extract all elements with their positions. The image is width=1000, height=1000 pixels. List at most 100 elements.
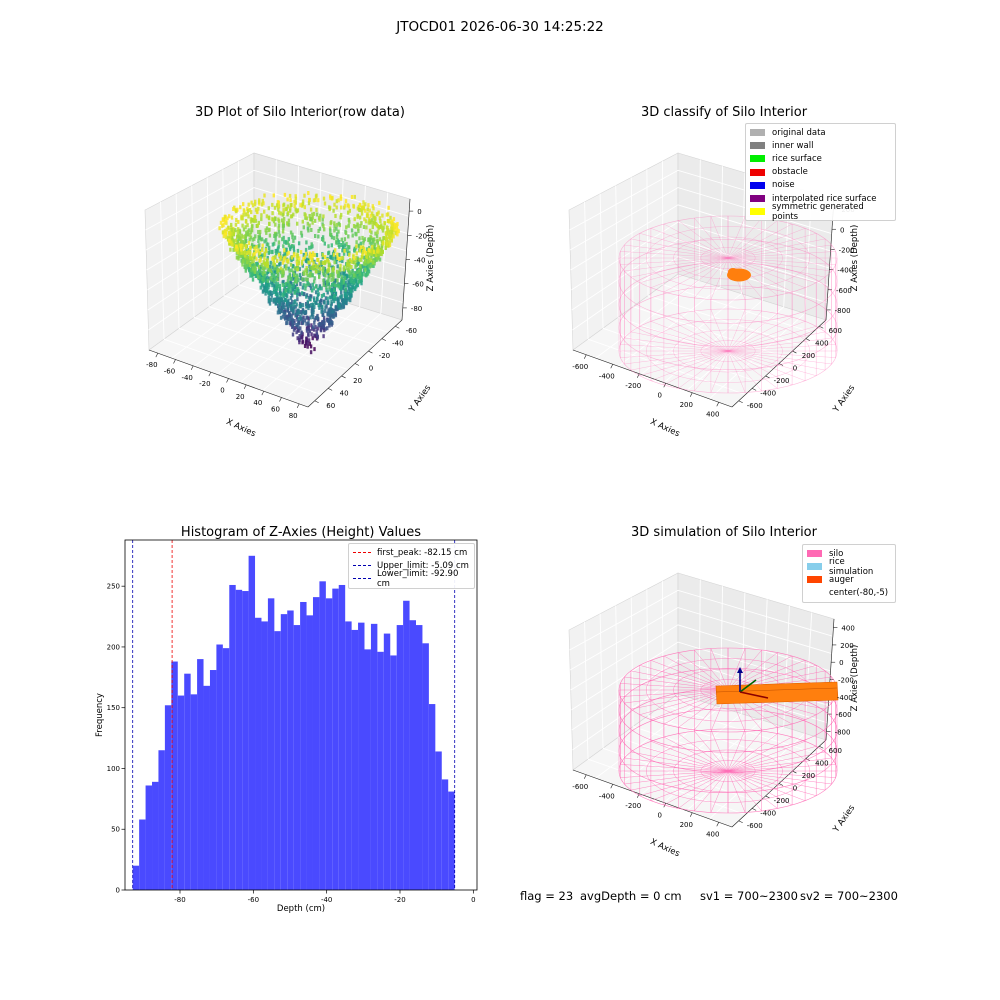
legend-entry: auger xyxy=(807,573,891,586)
data-point xyxy=(268,246,271,251)
data-point xyxy=(229,227,233,232)
data-point xyxy=(267,291,271,296)
legend-entry: original data xyxy=(750,126,891,139)
data-point xyxy=(322,266,325,271)
data-point xyxy=(343,243,347,248)
data-point xyxy=(333,202,336,207)
data-point xyxy=(334,291,337,296)
data-point xyxy=(296,297,299,302)
data-point xyxy=(356,283,359,288)
grid-line xyxy=(584,621,589,760)
data-point xyxy=(288,208,292,213)
data-point xyxy=(298,334,301,338)
data-point xyxy=(266,255,269,260)
status-sv2: sv2 = 700~2300 xyxy=(800,889,898,903)
silo-spoke xyxy=(727,257,826,278)
data-point xyxy=(316,297,319,302)
histogram-bar xyxy=(274,631,281,890)
data-point xyxy=(273,205,277,210)
data-point xyxy=(265,282,268,287)
data-point xyxy=(301,219,304,224)
data-point xyxy=(364,208,367,213)
data-point xyxy=(308,214,311,218)
y-tick-label: 20 xyxy=(353,377,362,385)
data-point xyxy=(244,225,247,230)
data-point xyxy=(253,202,257,207)
x-tick xyxy=(610,364,614,369)
data-point xyxy=(264,265,267,270)
data-point xyxy=(344,281,347,285)
data-point xyxy=(260,270,264,275)
data-point xyxy=(305,271,308,276)
data-point xyxy=(339,263,342,268)
data-point xyxy=(304,257,307,262)
data-point xyxy=(321,304,324,309)
x-tick-label: 200 xyxy=(680,821,693,829)
data-point xyxy=(265,214,269,219)
data-point xyxy=(329,295,332,300)
histogram-bar xyxy=(293,625,301,890)
data-point xyxy=(250,210,253,215)
data-point xyxy=(314,198,317,202)
y-tick-label: -20 xyxy=(379,352,390,360)
silo-ring xyxy=(618,262,838,347)
data-point xyxy=(327,308,330,313)
data-point xyxy=(322,334,325,339)
data-point xyxy=(337,240,341,244)
silo-spoke xyxy=(727,238,826,259)
data-point xyxy=(282,202,286,207)
legend-entry: center(-80,-5) xyxy=(807,587,891,600)
silo-spoke xyxy=(727,217,762,259)
data-point xyxy=(386,225,389,230)
data-point xyxy=(375,223,378,228)
data-point xyxy=(298,340,301,345)
data-point xyxy=(294,194,297,199)
data-point xyxy=(312,198,316,203)
data-point xyxy=(260,248,264,253)
data-point xyxy=(286,294,289,299)
data-point xyxy=(294,313,297,318)
data-point xyxy=(304,215,307,220)
data-point xyxy=(289,206,292,211)
x-tick xyxy=(716,402,720,407)
data-point xyxy=(362,240,365,245)
data-point xyxy=(304,286,307,291)
data-point xyxy=(265,238,268,243)
data-point xyxy=(358,248,361,253)
data-point xyxy=(265,226,269,231)
data-point xyxy=(326,326,329,331)
data-point xyxy=(288,317,292,321)
data-point xyxy=(342,301,345,306)
data-point xyxy=(229,234,232,239)
data-point xyxy=(316,288,320,292)
data-point xyxy=(295,282,299,286)
data-point xyxy=(312,325,315,330)
data-point xyxy=(267,285,270,290)
data-point xyxy=(234,222,238,227)
x-tick xyxy=(716,822,720,827)
data-point xyxy=(255,245,258,250)
data-point xyxy=(276,277,279,282)
y-tick-label: 400 xyxy=(815,340,828,348)
data-point xyxy=(307,257,310,262)
data-point xyxy=(258,279,262,284)
y-tick xyxy=(792,350,797,354)
z-arrow-head xyxy=(737,667,743,673)
data-point xyxy=(289,230,293,235)
data-point xyxy=(337,274,340,279)
silo-spoke xyxy=(727,257,778,296)
legend-label: inner wall xyxy=(772,140,814,151)
histogram-bar xyxy=(409,620,416,890)
histogram-xlabel: Depth (cm) xyxy=(277,904,325,914)
data-point xyxy=(277,219,281,224)
data-point xyxy=(364,261,367,266)
silo-ring xyxy=(618,215,838,301)
y-tick-label: -600 xyxy=(747,822,763,830)
data-point xyxy=(309,350,313,355)
data-point xyxy=(263,271,267,276)
data-point xyxy=(327,251,330,256)
data-point xyxy=(388,235,391,239)
data-point xyxy=(334,305,337,310)
grid-line xyxy=(571,238,829,311)
data-point xyxy=(295,315,299,320)
